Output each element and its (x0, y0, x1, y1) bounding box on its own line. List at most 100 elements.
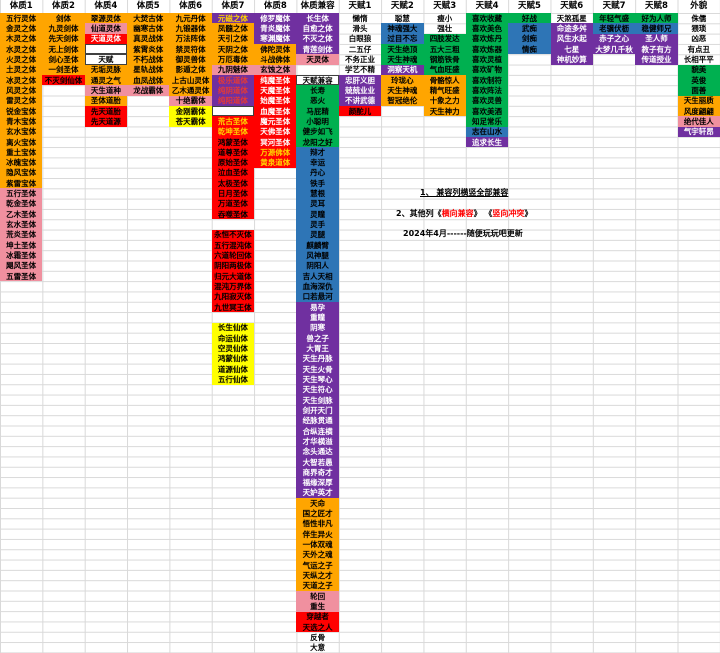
sheet-cell[interactable]: 稳健师兄 (635, 23, 678, 34)
sheet-cell[interactable]: 坤土圣体 (0, 240, 43, 251)
sheet-cell[interactable]: 白眼狼 (348, 34, 372, 44)
sheet-cell[interactable]: 五雷圣体 (0, 271, 43, 282)
sheet-cell[interactable]: 血凤战体 (127, 74, 170, 86)
sheet-cell[interactable]: 喜欢灵兽 (465, 95, 509, 106)
sheet-cell[interactable]: 天生神魂 (381, 54, 424, 65)
sheet-cell[interactable]: 阴寒 (296, 322, 339, 333)
sheet-cell[interactable]: 先天剑体 (42, 33, 85, 44)
sheet-cell[interactable]: 气宇轩昂 (677, 126, 720, 137)
sheet-cell[interactable]: 混沌万界体 (211, 281, 255, 292)
sheet-cell[interactable]: 天外之魂 (296, 549, 339, 561)
sheet-cell[interactable]: 灵腿 (296, 229, 339, 241)
sheet-cell[interactable]: 原始圣体 (211, 157, 255, 168)
sheet-cell[interactable]: 重土宝体 (0, 147, 43, 158)
sheet-cell[interactable]: 天阴之体 (211, 43, 255, 55)
sheet-cell[interactable]: 影遁之体 (169, 64, 212, 75)
sheet-cell[interactable]: 五行灵体 (0, 13, 43, 24)
sheet-cell[interactable]: 六道轮回体 (211, 250, 255, 261)
sheet-cell[interactable]: 辩才 (296, 147, 339, 158)
sheet-cell[interactable]: 长生体 (296, 13, 339, 24)
sheet-cell[interactable]: 赤子之心 (592, 33, 636, 44)
sheet-cell[interactable]: 黄泉道体 (254, 157, 297, 168)
sheet-cell[interactable]: 有点丑 (687, 44, 711, 54)
column-header[interactable]: 体质兼容 (300, 1, 335, 11)
sheet-cell[interactable]: 铁手 (296, 178, 339, 189)
sheet-cell[interactable]: 火灵之体 (0, 54, 43, 65)
sheet-cell[interactable]: 天引之体 (211, 33, 255, 44)
sheet-cell[interactable]: 大意 (310, 643, 326, 653)
sheet-cell[interactable]: 九灵剑体 (42, 23, 85, 34)
sheet-cell[interactable]: 风生水起 (550, 33, 593, 44)
sheet-cell[interactable]: 鸿蒙圣体 (211, 136, 255, 148)
sheet-cell[interactable]: 天纵之才 (296, 570, 339, 581)
sheet-cell[interactable]: 青莲剑体 (296, 43, 339, 55)
sheet-cell[interactable]: 金刚霸体 (169, 105, 212, 117)
column-header[interactable]: 体质4 (94, 1, 118, 11)
note-update-date[interactable]: 2024年4月------随便玩玩吧更新 (403, 229, 523, 239)
sheet-cell[interactable]: 五大三粗 (423, 43, 466, 55)
sheet-cell[interactable]: 侏儒 (691, 13, 707, 23)
sheet-cell[interactable]: 血魔圣体 (254, 105, 297, 117)
sheet-cell[interactable]: 轮回 (296, 591, 339, 602)
sheet-cell[interactable]: 飓风圣体 (0, 260, 43, 272)
sheet-cell[interactable]: 好为人师 (635, 13, 678, 24)
sheet-cell[interactable]: 老骥伏枥 (592, 23, 636, 34)
sheet-cell[interactable]: 一体双魂 (296, 539, 339, 550)
sheet-cell[interactable]: 天佛圣体 (254, 126, 297, 137)
sheet-cell[interactable]: 荒古圣体 (211, 116, 255, 127)
sheet-cell[interactable]: 年轻气盛 (592, 13, 636, 24)
sheet-cell[interactable]: 情痴 (508, 43, 551, 55)
sheet-cell[interactable]: 寒渊魔体 (254, 33, 297, 44)
column-header[interactable]: 天赋1 (348, 1, 372, 11)
sheet-cell[interactable]: 灵手 (296, 219, 339, 230)
sheet-cell[interactable]: 极乐道体 (211, 74, 255, 86)
sheet-cell[interactable]: 二五仔 (348, 44, 372, 54)
sheet-cell[interactable]: 空灵仙体 (211, 343, 255, 354)
sheet-cell[interactable]: 喜欢矿物 (465, 64, 509, 75)
sheet-cell[interactable]: 大梦几千秋 (592, 43, 636, 55)
sheet-cell[interactable]: 玄蚀之体 (254, 64, 297, 75)
sheet-cell[interactable]: 锐金宝体 (0, 105, 43, 117)
sheet-cell[interactable]: 风神腿 (296, 250, 339, 261)
sheet-cell[interactable]: 貌美 (677, 64, 720, 75)
sheet-cell[interactable]: 金灵之体 (0, 23, 43, 34)
sheet-cell[interactable]: 天命 (296, 498, 339, 509)
sheet-cell[interactable]: 十绝霸体 (169, 95, 212, 106)
sheet-cell[interactable]: 天道灵体 (84, 33, 128, 44)
sheet-cell[interactable]: 太极圣体 (211, 178, 255, 189)
sheet-cell[interactable]: 乙木圣体 (0, 209, 43, 220)
sheet-cell[interactable]: 喜欢美色 (465, 23, 509, 34)
sheet-cell[interactable]: 上古山灵体 (169, 74, 212, 86)
sheet-cell[interactable]: 一剑圣体 (42, 64, 85, 75)
sheet-cell[interactable]: 雷灵之体 (0, 95, 43, 106)
sheet-cell[interactable]: 剑心圣体 (42, 54, 85, 65)
sheet-cell[interactable]: 念头通达 (296, 446, 339, 457)
column-header[interactable]: 外貌 (690, 1, 708, 11)
sheet-cell[interactable]: 英俊 (677, 74, 720, 86)
sheet-cell[interactable]: 阴阳人 (296, 260, 339, 272)
sheet-cell[interactable]: 不灭剑仙体 (42, 74, 85, 86)
sheet-cell[interactable]: 日月圣体 (211, 188, 255, 199)
sheet-cell[interactable]: 天生剑脉 (296, 394, 339, 406)
sheet-cell[interactable]: 仙道灵体 (84, 23, 128, 34)
sheet-cell[interactable]: 阴阳两极体 (211, 260, 255, 272)
sheet-cell[interactable]: 长生仙体 (211, 322, 255, 333)
column-header[interactable]: 体质8 (263, 1, 287, 11)
sheet-cell[interactable]: 无垢灵脉 (84, 64, 128, 75)
column-header[interactable]: 天赋6 (560, 1, 584, 11)
sheet-cell[interactable]: 吉人天相 (296, 271, 339, 282)
sheet-cell[interactable]: 颜酡儿 (338, 105, 382, 117)
sheet-cell[interactable]: 灵瞳 (296, 209, 339, 220)
sheet-cell[interactable]: 御灵兽体 (169, 54, 212, 65)
note-compat-column[interactable]: 1、 兼容列横竖全部兼容 (420, 188, 508, 198)
sheet-cell[interactable]: 五行仙体 (211, 374, 255, 385)
sheet-cell[interactable]: 穿越者 (296, 611, 339, 623)
sheet-cell[interactable]: 自愈之体 (296, 23, 339, 34)
sheet-cell[interactable]: 精气旺盛 (423, 85, 466, 96)
sheet-cell[interactable]: 气运之子 (296, 560, 339, 571)
sheet-cell[interactable]: 先天道源 (84, 116, 128, 127)
sheet-cell[interactable]: 魔元圣体 (254, 116, 297, 127)
sheet-cell[interactable]: 经脉贯通 (296, 415, 339, 426)
sheet-cell[interactable]: 马屁精 (296, 105, 339, 117)
column-header[interactable]: 天赋8 (644, 1, 668, 11)
